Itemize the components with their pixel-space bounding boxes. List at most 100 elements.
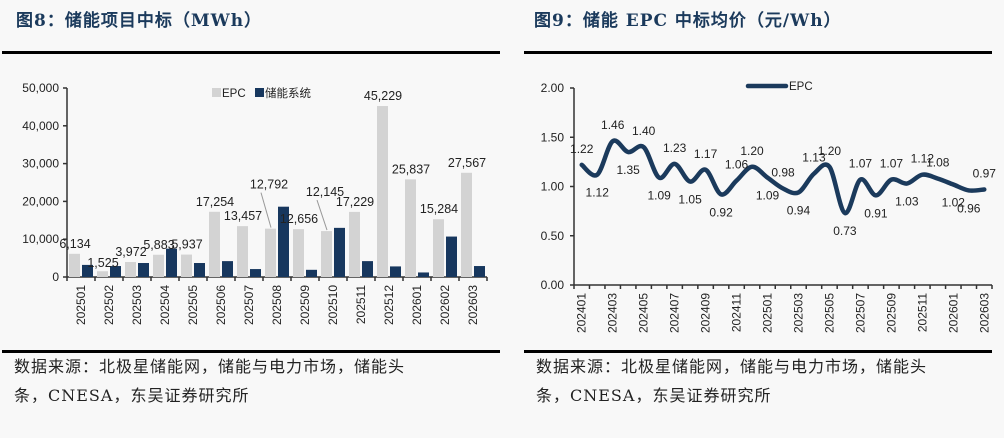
x-tick-label: 202507 (853, 293, 867, 333)
bar-epc (153, 254, 164, 277)
y-tick-label: 0.50 (541, 229, 565, 243)
figure-8-bottom-rule (2, 350, 500, 353)
data-label-leader-line (260, 192, 272, 228)
y-tick-label: 0 (52, 270, 59, 284)
x-tick-label: 202508 (270, 285, 284, 325)
x-tick-label: 202511 (915, 293, 929, 332)
bar-epc (125, 261, 136, 277)
x-tick-label: 202503 (791, 293, 805, 333)
data-label-epc: 1.12 (586, 186, 610, 200)
bar-storage-system (166, 248, 177, 277)
bar-epc (321, 231, 332, 277)
figure-9-source-line-2: 条，CNESA，东吴证券研究所 (536, 386, 772, 405)
data-label-epc: 6,134 (59, 237, 90, 251)
x-tick-label: 202501 (761, 293, 775, 333)
bar-epc (69, 253, 80, 277)
x-tick-label: 202512 (382, 285, 396, 325)
data-label-epc: 0.91 (864, 206, 888, 220)
x-tick-label: 202505 (822, 293, 836, 333)
x-tick-label: 202509 (298, 285, 312, 325)
y-tick-label: 50,000 (22, 81, 59, 95)
data-label-epc: 12,145 (306, 185, 344, 199)
data-label-epc: 1.23 (663, 141, 687, 155)
bar-chart: 0 10,000 20,000 30,000 40,000 50,000 6,134 2025… (22, 81, 488, 325)
bar-storage-system (110, 266, 121, 277)
data-label-epc: 1.20 (818, 144, 842, 158)
legend-swatch-epc (212, 88, 221, 97)
data-label-epc: 1,525 (87, 256, 118, 270)
data-label-epc: 5,883 (143, 238, 174, 252)
figure-9-top-rule (524, 51, 992, 54)
data-label-epc: 3,972 (115, 245, 146, 259)
bar-storage-system (306, 269, 317, 277)
data-label-epc: 1.35 (617, 163, 641, 177)
bar-storage-system (474, 266, 485, 277)
x-tick-label: 202502 (102, 285, 116, 325)
data-label-epc: 0.92 (709, 205, 733, 219)
data-label-epc: 1.09 (756, 189, 780, 203)
y-tick-label: 10,000 (22, 232, 59, 246)
bar-epc (181, 254, 192, 277)
bar-epc (349, 211, 360, 277)
data-label-epc: 1.06 (725, 158, 749, 172)
bar-epc (265, 228, 276, 277)
x-tick-label: 202507 (242, 285, 256, 325)
data-label-epc: 1.09 (647, 189, 671, 203)
y-tick-label: 40,000 (22, 119, 59, 133)
legend-swatch-storage-system (255, 88, 264, 97)
x-tick-label: 202405 (637, 293, 651, 333)
legend-label-epc: EPC (222, 88, 246, 100)
data-label-epc: 0.98 (771, 165, 795, 179)
x-tick-label: 202506 (214, 285, 228, 325)
data-label-epc: 1.03 (895, 195, 919, 209)
bar-storage-system (446, 236, 457, 277)
bar-storage-system (278, 206, 289, 277)
x-tick-label: 202407 (668, 293, 682, 333)
x-tick-label: 202504 (158, 285, 172, 325)
legend-label-storage-system: 储能系统 (265, 86, 311, 100)
data-label-epc: 27,567 (448, 156, 486, 170)
data-label-epc: 1.46 (601, 118, 625, 132)
bar-epc (237, 226, 248, 277)
x-tick-label: 202603 (466, 285, 480, 325)
x-tick-label: 202501 (74, 285, 88, 325)
data-label-leader-line (316, 199, 328, 231)
bar-storage-system (138, 263, 149, 277)
figure-9-source: 数据来源：北极星储能网，储能与电力市场，储能头 条，CNESA，东吴证券研究所 (536, 352, 927, 410)
data-label-epc: 25,837 (392, 162, 430, 176)
bar-storage-system (362, 261, 373, 277)
bar-epc (405, 179, 416, 277)
data-label-epc: 1.20 (740, 144, 764, 158)
legend-label-epc: EPC (789, 81, 813, 93)
figure-8-title: 图8：储能项目中标（MWh） (16, 11, 263, 31)
x-tick-label: 202601 (410, 285, 424, 325)
data-label-epc: 45,229 (364, 89, 402, 103)
y-tick-label: 1.00 (541, 180, 565, 194)
bar-epc (209, 211, 220, 277)
y-tick-label: 0.00 (541, 278, 565, 292)
data-label-epc: 12,656 (280, 212, 318, 226)
bar-storage-system (390, 266, 401, 277)
data-label-epc: 17,254 (196, 195, 234, 209)
x-tick-label: 202403 (606, 293, 620, 333)
bar-epc (293, 229, 304, 277)
x-tick-label: 202505 (186, 285, 200, 325)
bar-epc (97, 271, 108, 277)
x-tick-label: 202601 (946, 293, 960, 333)
data-label-epc: 1.40 (632, 124, 656, 138)
y-tick-label: 1.50 (541, 130, 565, 144)
figure-8-source: 数据来源：北极星储能网，储能与电力市场，储能头 条，CNESA，东吴证券研究所 (14, 352, 405, 410)
x-tick-label: 202401 (575, 293, 589, 333)
data-label-epc: 17,229 (336, 195, 374, 209)
data-label-epc: 1.12 (911, 152, 935, 166)
data-label-epc: 0.96 (957, 201, 981, 215)
figure-9-bottom-rule (524, 350, 992, 353)
bar-storage-system (222, 261, 233, 277)
x-tick-label: 202602 (438, 285, 452, 325)
data-label-epc: 12,792 (250, 178, 288, 192)
data-label-epc: 0.73 (833, 224, 857, 238)
figure-9-source-line-1: 数据来源：北极星储能网，储能与电力市场，储能头 (536, 357, 928, 376)
x-tick-label: 202603 (977, 293, 991, 333)
bar-storage-system (334, 227, 345, 277)
figure-8-source-line-2: 条，CNESA，东吴证券研究所 (14, 386, 250, 405)
